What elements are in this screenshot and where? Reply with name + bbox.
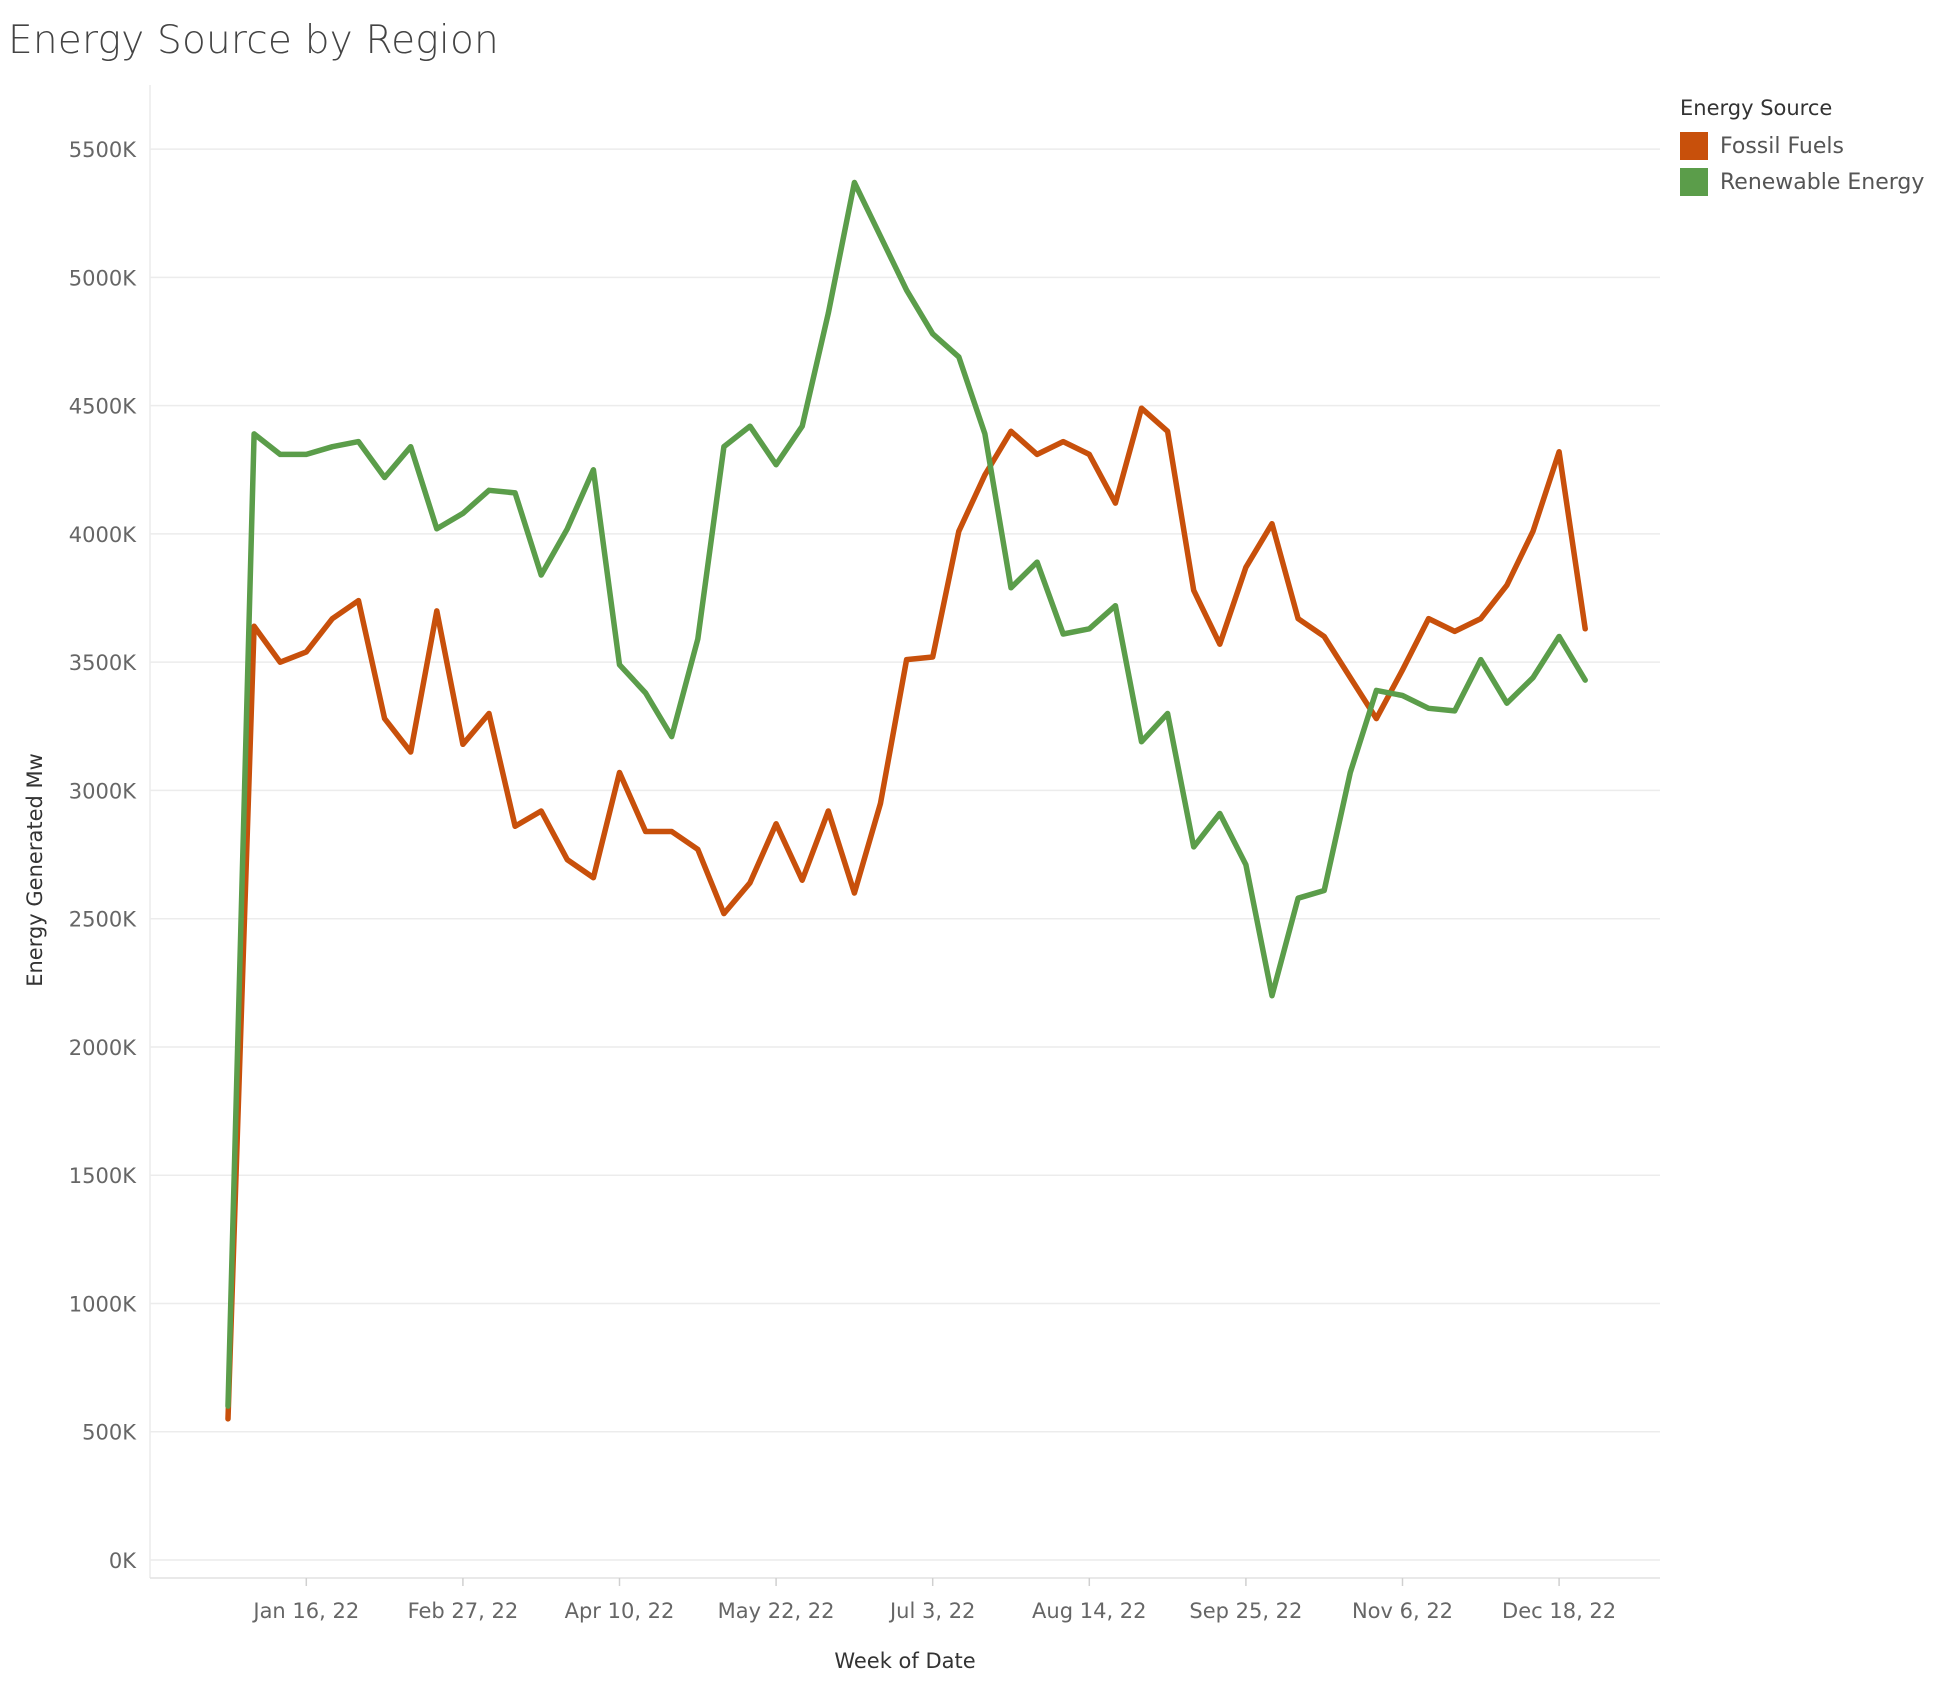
fossil-fuels-swatch [1680,132,1708,160]
y-tick-label: 5000K [69,266,137,290]
legend-item-fossil-fuels[interactable]: Fossil Fuels [1680,128,1924,164]
y-tick-label: 4000K [69,523,137,547]
y-axis-ticks: 0K 500K 1000K 1500K 2000K 2500K 3000K 3500K 4000… [69,138,137,1573]
y-tick-label: 3500K [69,651,137,675]
x-axis-ticks: Jan 16, 22 Feb 27, 22 Apr 10, 22 May 22, 22… [251,1578,1616,1623]
x-tick-label: Aug 14, 22 [1032,1599,1146,1623]
x-tick-label: Apr 10, 22 [565,1599,675,1623]
series-lines [225,179,1588,1422]
legend-label: Renewable Energy [1720,169,1925,195]
x-tick-label: Sep 25, 22 [1189,1599,1302,1623]
x-tick-label: Dec 18, 22 [1502,1599,1616,1623]
legend-label: Fossil Fuels [1720,133,1844,159]
y-tick-label: 2500K [69,908,137,932]
x-axis-title: Week of Date [834,1649,975,1673]
series-line-fossil-fuels[interactable] [225,405,1588,1422]
legend-item-renewable-energy[interactable]: Renewable Energy [1680,164,1924,200]
gridlines [149,85,1660,1579]
y-tick-label: 1000K [69,1292,137,1316]
y-tick-label: 3000K [69,779,137,803]
y-tick-label: 500K [82,1421,137,1445]
x-tick-label: Jul 3, 22 [888,1599,975,1623]
renewable-energy-swatch [1680,168,1708,196]
series-line-renewable-energy[interactable] [225,179,1588,1409]
y-tick-label: 4500K [69,395,137,419]
y-tick-label: 0K [109,1549,137,1573]
y-axis-title: Energy Generated Mw [23,753,47,987]
chart-title: Energy Source by Region [8,18,499,63]
y-tick-label: 1500K [69,1164,137,1188]
legend-title: Energy Source [1680,96,1833,120]
x-tick-label: Feb 27, 22 [408,1599,519,1623]
y-tick-label: 2000K [69,1036,137,1060]
legend: Energy Source Fossil Fuels Renewable Ene… [1680,96,1924,200]
x-tick-label: May 22, 22 [718,1599,835,1623]
x-tick-label: Nov 6, 22 [1352,1599,1453,1623]
y-tick-label: 5500K [69,138,137,162]
x-tick-label: Jan 16, 22 [251,1599,359,1623]
